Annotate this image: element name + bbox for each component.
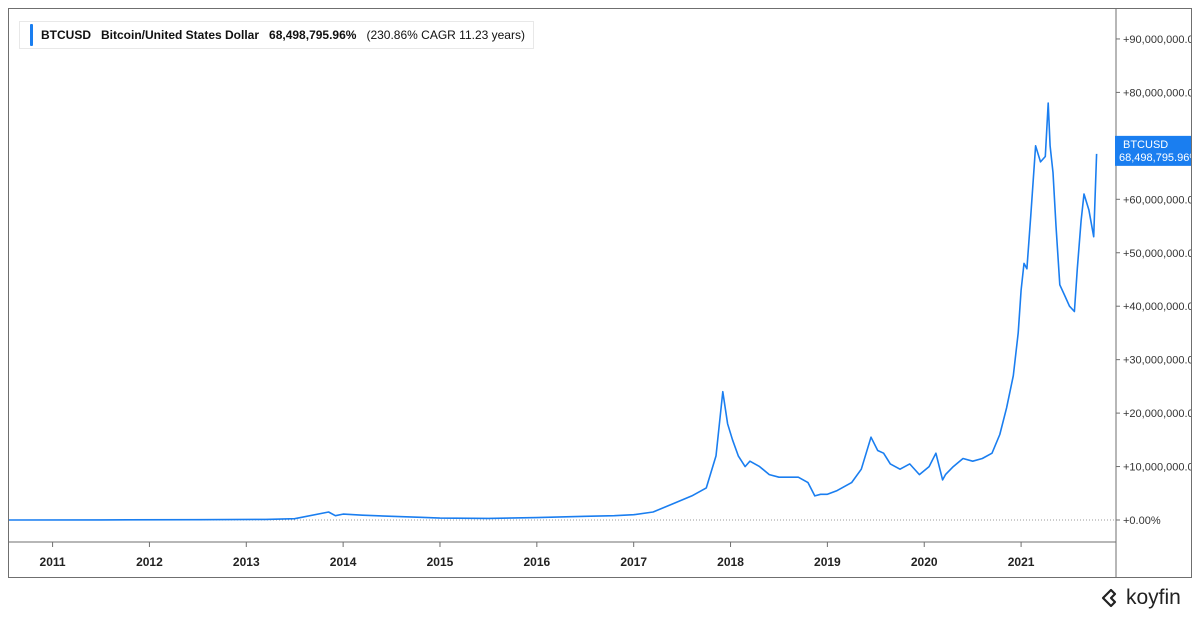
- x-tick-label: 2020: [911, 555, 938, 569]
- series-line-btcusd: [9, 102, 1098, 521]
- chart-frame: +90,000,000.0 +80,000,000.0 +60,000,000.0 +…: [8, 8, 1192, 578]
- x-tick-label: 2017: [620, 555, 647, 569]
- x-tick-label: 2019: [814, 555, 841, 569]
- y-axis-ticks: +90,000,000.0 +80,000,000.0 +60,000,000.0 +…: [1116, 34, 1191, 527]
- last-value-tag-symbol: BTCUSD: [1123, 139, 1168, 151]
- y-tick-label: +20,000,000.0: [1123, 408, 1191, 420]
- x-tick-label: 2016: [523, 555, 550, 569]
- y-tick-label: +10,000,000.0: [1123, 462, 1191, 474]
- last-value-tag-value: 68,498,795.96%: [1119, 152, 1191, 164]
- legend-value: 68,498,795.96%: [269, 28, 357, 42]
- x-tick-label: 2014: [330, 555, 357, 569]
- y-tick-label: +90,000,000.0: [1123, 34, 1191, 46]
- y-tick-label: +0.00%: [1123, 515, 1161, 527]
- y-tick-label: +80,000,000.0: [1123, 87, 1191, 99]
- x-tick-label: 2018: [717, 555, 744, 569]
- brand-name: koyfin: [1126, 586, 1181, 609]
- y-tick-label: +30,000,000.0: [1123, 355, 1191, 367]
- chart-canvas[interactable]: +90,000,000.0 +80,000,000.0 +60,000,000.0 +…: [9, 9, 1191, 577]
- x-tick-label: 2013: [233, 555, 260, 569]
- x-tick-label: 2011: [40, 555, 66, 569]
- koyfin-logo-icon: [1101, 588, 1117, 608]
- x-axis-ticks: 2011 2012 2013 2014 2015 2016 2017 2018 2019 2020…: [40, 542, 1035, 569]
- legend-name: Bitcoin/United States Dollar: [101, 28, 260, 42]
- koyfin-brand[interactable]: koyfin: [1100, 586, 1181, 610]
- last-value-tag: BTCUSD 68,498,795.96%: [1115, 135, 1191, 166]
- x-tick-label: 2012: [136, 555, 163, 569]
- y-tick-label: +50,000,000.0: [1123, 248, 1191, 260]
- legend-cagr: (230.86% CAGR 11.23 years): [366, 28, 525, 42]
- y-tick-label: +40,000,000.0: [1123, 301, 1191, 313]
- series-legend[interactable]: BTCUSD Bitcoin/United States Dollar 68,4…: [19, 21, 534, 49]
- legend-color-swatch: [30, 24, 33, 46]
- x-tick-label: 2021: [1008, 555, 1035, 569]
- legend-symbol: BTCUSD: [41, 28, 91, 42]
- x-tick-label: 2015: [427, 555, 454, 569]
- y-tick-label: +60,000,000.0: [1123, 194, 1191, 206]
